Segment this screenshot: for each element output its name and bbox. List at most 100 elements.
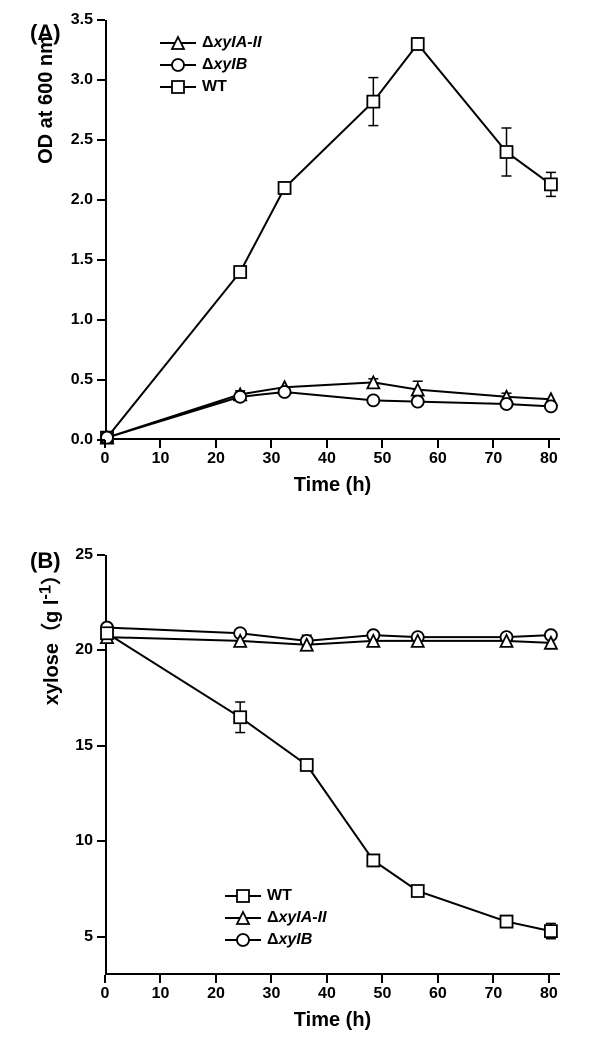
- marker-square: [234, 711, 246, 723]
- legend-item: ΔxyIB: [160, 54, 262, 76]
- marker-square: [101, 627, 113, 639]
- marker-square: [234, 266, 246, 278]
- y-tick-label: 3.5: [57, 11, 93, 29]
- panel-a-legend: ΔxyIA-II ΔxyIB WT: [160, 32, 262, 98]
- marker-circle: [234, 391, 246, 403]
- series-line: [107, 392, 551, 438]
- y-tick-mark: [97, 139, 105, 141]
- x-tick-mark: [326, 440, 328, 448]
- x-tick-mark: [548, 975, 550, 983]
- x-tick-label: 60: [429, 450, 447, 468]
- x-tick-mark: [270, 975, 272, 983]
- legend-line: [160, 42, 196, 44]
- legend-label: ΔxyIB: [202, 56, 247, 74]
- x-tick-mark: [270, 440, 272, 448]
- marker-circle: [279, 386, 291, 398]
- y-tick-mark: [97, 79, 105, 81]
- legend-marker-circle: [170, 57, 186, 73]
- series-line: [107, 633, 551, 931]
- x-tick-label: 20: [207, 985, 225, 1003]
- y-tick-label: 2.5: [57, 131, 93, 149]
- x-tick-label: 60: [429, 985, 447, 1003]
- marker-circle: [412, 396, 424, 408]
- panel-b-plot: [105, 555, 560, 975]
- x-tick-label: 10: [152, 985, 170, 1003]
- legend-label: ΔxyIA-II: [202, 34, 262, 52]
- series-line: [107, 382, 551, 437]
- y-tick-label: 2.0: [57, 191, 93, 209]
- x-tick-label: 70: [485, 450, 503, 468]
- legend-line: [160, 86, 196, 88]
- x-tick-mark: [326, 975, 328, 983]
- x-tick-mark: [159, 975, 161, 983]
- marker-circle: [101, 432, 113, 444]
- legend-item: WT: [160, 76, 262, 98]
- figure-container: (A) 010203040506070800.00.51.01.52.02.53…: [0, 0, 600, 1051]
- legend-marker-circle: [235, 932, 251, 948]
- marker-square: [412, 38, 424, 50]
- legend-item: ΔxyIA-II: [225, 907, 327, 929]
- legend-item: ΔxyIB: [225, 929, 327, 951]
- panel-a-x-label: Time (h): [105, 474, 560, 497]
- y-tick-mark: [97, 554, 105, 556]
- marker-square: [367, 96, 379, 108]
- panel-b-legend: WT ΔxyIA-II ΔxyIB: [225, 885, 327, 951]
- panel-b-svg: [107, 555, 562, 975]
- x-tick-mark: [215, 975, 217, 983]
- marker-square: [301, 759, 313, 771]
- x-tick-label: 80: [540, 985, 558, 1003]
- marker-circle: [367, 394, 379, 406]
- y-tick-label: 0.5: [57, 371, 93, 389]
- legend-marker-square: [170, 79, 186, 95]
- x-tick-mark: [104, 975, 106, 983]
- x-tick-label: 0: [101, 450, 110, 468]
- y-tick-label: 3.0: [57, 71, 93, 89]
- y-tick-label: 5: [57, 928, 93, 946]
- y-tick-mark: [97, 649, 105, 651]
- legend-line: [225, 917, 261, 919]
- y-tick-mark: [97, 936, 105, 938]
- x-tick-label: 50: [374, 985, 392, 1003]
- marker-circle: [501, 398, 513, 410]
- legend-label: WT: [267, 887, 292, 905]
- marker-square: [412, 885, 424, 897]
- x-tick-mark: [381, 975, 383, 983]
- legend-label: ΔxyIA-II: [267, 909, 327, 927]
- y-tick-mark: [97, 745, 105, 747]
- legend-line: [225, 939, 261, 941]
- marker-square: [367, 854, 379, 866]
- x-tick-mark: [492, 440, 494, 448]
- legend-marker-triangle: [235, 910, 251, 926]
- legend-item: WT: [225, 885, 327, 907]
- x-tick-label: 40: [318, 985, 336, 1003]
- marker-square: [279, 182, 291, 194]
- x-tick-mark: [437, 440, 439, 448]
- x-tick-label: 40: [318, 450, 336, 468]
- y-tick-mark: [97, 840, 105, 842]
- y-tick-mark: [97, 259, 105, 261]
- legend-marker-square: [235, 888, 251, 904]
- panel-b-y-label: xylose（g l-1）: [35, 425, 64, 845]
- x-tick-label: 70: [485, 985, 503, 1003]
- x-tick-label: 50: [374, 450, 392, 468]
- series-line: [107, 44, 551, 438]
- y-tick-mark: [97, 19, 105, 21]
- legend-label: ΔxyIB: [267, 931, 312, 949]
- x-tick-mark: [159, 440, 161, 448]
- marker-square: [501, 916, 513, 928]
- y-tick-label: 1.5: [57, 251, 93, 269]
- x-tick-label: 0: [101, 985, 110, 1003]
- legend-marker-triangle: [170, 35, 186, 51]
- legend-label: WT: [202, 78, 227, 96]
- marker-square: [501, 146, 513, 158]
- x-tick-mark: [437, 975, 439, 983]
- y-tick-mark: [97, 319, 105, 321]
- x-tick-mark: [104, 440, 106, 448]
- x-tick-label: 10: [152, 450, 170, 468]
- legend-line: [160, 64, 196, 66]
- legend-item: ΔxyIA-II: [160, 32, 262, 54]
- x-tick-mark: [492, 975, 494, 983]
- y-tick-mark: [97, 439, 105, 441]
- x-tick-mark: [381, 440, 383, 448]
- panel-a-y-label: OD at 600 nm: [35, 0, 58, 310]
